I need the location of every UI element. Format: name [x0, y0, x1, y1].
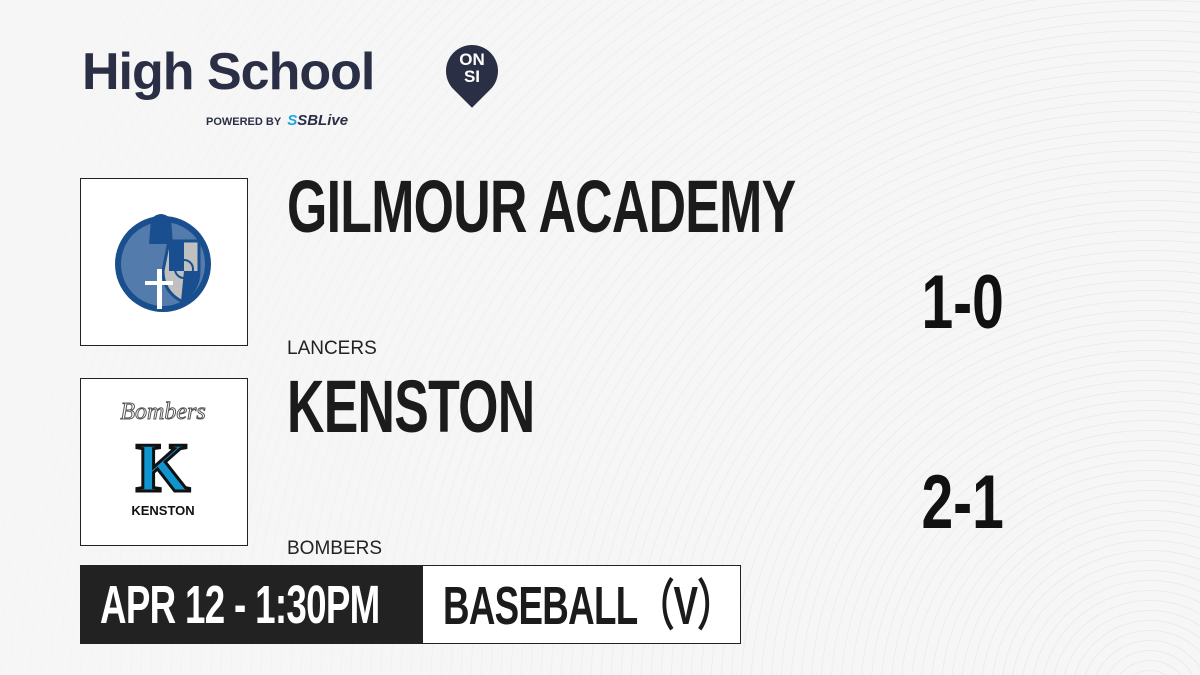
- high-school-on-si-logo: High School ON SI POWERED BY SSBLive: [82, 34, 509, 129]
- sblive-logo: SSBLive: [287, 112, 349, 129]
- brand-title: High School: [82, 43, 375, 101]
- team-record: 2-1: [921, 460, 1004, 545]
- svg-text:KENSTON: KENSTON: [131, 503, 194, 518]
- game-datetime: APR 12 - 1:30PM: [100, 575, 380, 635]
- team-mascot: BOMBERS: [287, 538, 383, 559]
- svg-text:K: K: [136, 430, 190, 507]
- sport-box: BASEBALL（V）: [422, 565, 741, 644]
- pin-text: ON SI: [459, 50, 485, 86]
- team-mascot: LANCERS: [287, 338, 377, 359]
- game-datetime-box: APR 12 - 1:30PM: [80, 565, 422, 644]
- k-bombers-logo-icon: Bombers K KENSTON: [120, 399, 206, 519]
- team-logo-gilmour: [80, 178, 248, 346]
- sport-label: BASEBALL（V）: [443, 576, 734, 636]
- knight-logo-icon: [115, 214, 211, 312]
- team-record: 1-0: [921, 260, 1004, 345]
- powered-by: POWERED BY SSBLive: [206, 112, 349, 129]
- team-name: KENSTON: [287, 365, 535, 448]
- team-name: GILMOUR ACADEMY: [287, 165, 796, 248]
- team-logo-kenston: Bombers K KENSTON: [80, 378, 248, 546]
- svg-text:Bombers: Bombers: [120, 399, 205, 425]
